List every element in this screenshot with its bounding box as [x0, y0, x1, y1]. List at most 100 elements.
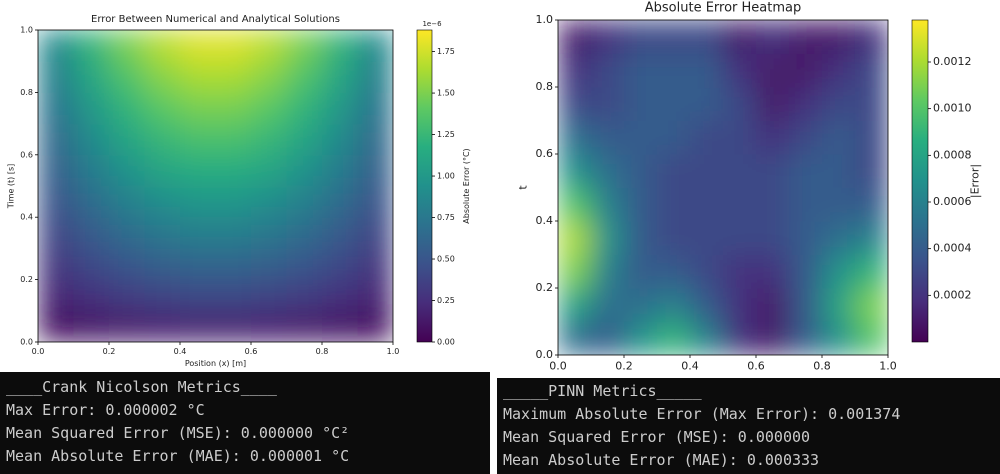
heatmap-cell [690, 221, 724, 255]
heatmap-cell [822, 87, 856, 121]
heatmap-cell [822, 288, 856, 322]
chart-title: Error Between Numerical and Analytical S… [91, 14, 340, 25]
heatmap-cell [180, 154, 216, 187]
heatmap-cell [38, 279, 74, 312]
x-tick-label: 0.2 [615, 360, 633, 372]
colorbar [911, 19, 929, 343]
heatmap-cell [322, 217, 358, 249]
x-tick-label: 0.6 [245, 347, 258, 356]
heatmap-cell [558, 20, 592, 54]
heatmap-cell [624, 87, 658, 121]
heatmap-cell [180, 217, 216, 249]
heatmap-cell [286, 310, 323, 342]
heatmap-cell [322, 310, 358, 342]
heatmap-cell [789, 120, 823, 155]
heatmap-cell [591, 154, 625, 188]
heatmap-cell [109, 92, 145, 125]
terminal-line: Max Error: 0.000002 °C [6, 401, 205, 419]
heatmap-cell [855, 154, 888, 188]
x-tick-label: 0.8 [316, 347, 329, 356]
heatmap-cell [109, 154, 145, 187]
heatmap-cell [73, 310, 110, 342]
heatmap-cell [109, 248, 145, 281]
heatmap-cell [690, 288, 724, 322]
colorbar-tick-label: 0.50 [437, 255, 455, 264]
heatmap-cell [723, 53, 757, 88]
colorbar [416, 29, 433, 343]
x-tick-label: 1.0 [387, 347, 400, 356]
colorbar-label: Absolute Error (°C) [462, 148, 471, 223]
heatmap-cell [357, 61, 393, 93]
terminal-line: Mean Squared Error (MSE): 0.000000 [503, 428, 811, 446]
heatmap-cell [251, 30, 287, 62]
colorbar-tick-label: 1.50 [437, 89, 455, 98]
heatmap-cells [38, 30, 393, 342]
terminal-line: Mean Absolute Error (MAE): 0.000333 [503, 451, 820, 469]
heatmap-cell [657, 288, 691, 322]
heatmap-cell [723, 120, 757, 155]
heatmap-cell [756, 154, 790, 188]
heatmap-cell [789, 221, 823, 255]
heatmap-cell [73, 92, 110, 125]
heatmap-cell [144, 217, 181, 249]
x-axis-label: Position (x) [m] [185, 359, 246, 368]
heatmap-cell [109, 186, 145, 218]
heatmap-cell [180, 30, 216, 62]
heatmap-cell [855, 187, 888, 222]
heatmap-cell [251, 92, 287, 125]
heatmap-cell [855, 53, 888, 88]
heatmap-cell [591, 221, 625, 255]
colorbar-offset: 1e−6 [422, 20, 442, 28]
y-tick-label: 0.0 [536, 348, 554, 361]
heatmap-cell [657, 321, 691, 355]
heatmap-cell [789, 154, 823, 188]
heatmap-cell [657, 53, 691, 88]
heatmap-cell [286, 248, 323, 281]
heatmap-cell [558, 154, 592, 188]
heatmap-cell [73, 279, 110, 312]
colorbar-tick-label: 0.0010 [933, 102, 972, 115]
heatmap-cell [322, 186, 358, 218]
heatmap-cell [73, 30, 110, 62]
heatmap-cell [73, 217, 110, 249]
heatmap-cell [723, 254, 757, 289]
heatmap-cell [144, 30, 181, 62]
heatmap-cell [690, 53, 724, 88]
heatmap-cell [690, 20, 724, 54]
heatmap-cell [822, 221, 856, 255]
charts: Error Between Numerical and Analytical S… [7, 1, 982, 373]
x-tick-label: 0.4 [174, 347, 187, 356]
heatmap-cell [756, 187, 790, 222]
heatmap-cell [558, 288, 592, 322]
heatmap-cell [251, 310, 287, 342]
y-axis-label: t [516, 185, 529, 190]
heatmap-cell [38, 217, 74, 249]
heatmap-cell [756, 120, 790, 155]
x-tick-label: 0.2 [103, 347, 116, 356]
heatmap-cell [357, 30, 393, 62]
heatmap-cell [591, 254, 625, 289]
heatmap-cell [322, 279, 358, 312]
heatmap-cell [723, 20, 757, 54]
y-tick-label: 0.8 [20, 88, 33, 97]
y-tick-label: 1.0 [20, 26, 33, 35]
heatmap-cell [789, 254, 823, 289]
heatmap-cell [822, 254, 856, 289]
heatmap-cell [591, 87, 625, 121]
y-tick-label: 0.6 [536, 147, 554, 160]
heatmap-cell [855, 221, 888, 255]
heatmap-cell [144, 154, 181, 187]
heatmap-cell [109, 123, 145, 156]
heatmap-cell [180, 123, 216, 156]
heatmap-cell [723, 154, 757, 188]
x-tick-label: 0.6 [747, 360, 765, 372]
terminal-panel: _____PINN Metrics_____ Maximum Absolute E… [497, 378, 1000, 474]
heatmap-cell [286, 92, 323, 125]
heatmap-cell [657, 254, 691, 289]
heatmap-cell [144, 92, 181, 125]
heatmap-cell [690, 120, 724, 155]
terminal-line: Mean Squared Error (MSE): 0.000000 °C² [6, 424, 350, 442]
heatmap-cell [657, 187, 691, 222]
y-tick-label: 1.0 [536, 13, 554, 26]
heatmap-cell [322, 123, 358, 156]
